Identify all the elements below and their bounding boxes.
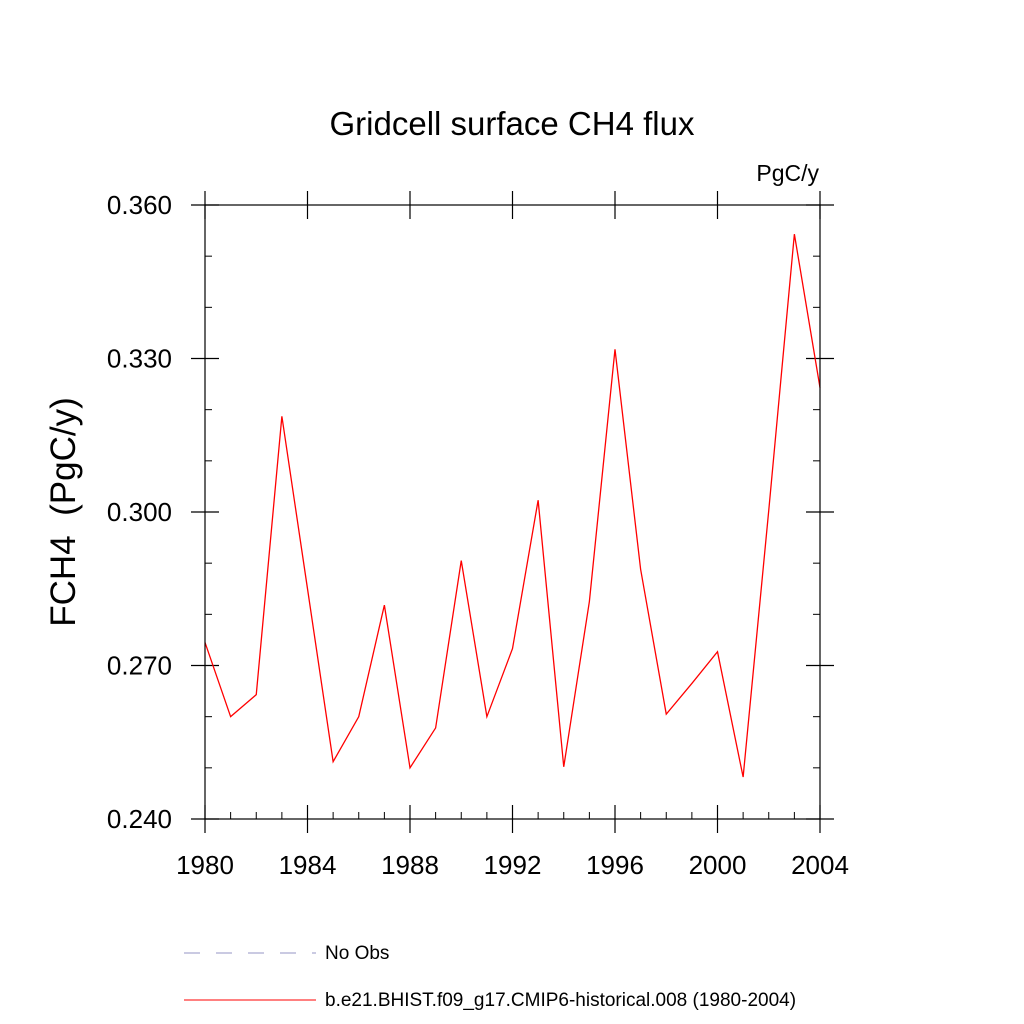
data-point: [512, 648, 514, 650]
data-point: [383, 604, 385, 606]
data-point: [358, 716, 360, 718]
x-tick-label: 1984: [279, 850, 337, 880]
y-tick-label: 0.360: [107, 190, 172, 220]
x-tick-label: 1980: [176, 850, 234, 880]
data-point: [537, 499, 539, 501]
data-point: [281, 415, 283, 417]
legend-label-no-obs: No Obs: [325, 943, 389, 964]
series-layer: [204, 233, 821, 778]
data-point: [409, 767, 411, 769]
axis-tick-labels: 1980 1984 1988 1992 1996 2000 2004 0.240 0.270 0.…: [107, 190, 849, 880]
y-tick-label: 0.330: [107, 344, 172, 374]
data-point: [460, 560, 462, 562]
data-point: [717, 651, 719, 653]
data-point: [307, 588, 309, 590]
plot-frame: [204, 204, 821, 820]
axis-ticks: [191, 191, 834, 833]
data-point: [255, 694, 257, 696]
chart-title: Gridcell surface CH4 flux: [330, 105, 695, 142]
y-tick-label: 0.240: [107, 804, 172, 834]
data-point: [230, 716, 232, 718]
data-point: [768, 509, 770, 511]
legend: No Obs b.e21.BHIST.f09_g17.CMIP6-histori…: [184, 943, 796, 1011]
x-tick-label: 2000: [689, 850, 747, 880]
data-point: [332, 761, 334, 763]
data-point: [435, 727, 437, 729]
data-point: [640, 568, 642, 570]
x-tick-label: 1996: [586, 850, 644, 880]
data-point: [793, 233, 795, 235]
x-tick-label: 1992: [484, 850, 542, 880]
data-point: [691, 682, 693, 684]
data-point: [614, 348, 616, 350]
units-label: PgC/y: [756, 160, 819, 186]
data-point: [486, 716, 488, 718]
data-point: [665, 713, 667, 715]
legend-label-model-run: b.e21.BHIST.f09_g17.CMIP6-historical.008…: [325, 990, 796, 1011]
data-point: [563, 766, 565, 768]
data-point: [588, 601, 590, 603]
series-line: [204, 234, 821, 778]
y-tick-label: 0.300: [107, 497, 172, 527]
x-tick-label: 1988: [381, 850, 439, 880]
x-tick-label: 2004: [791, 850, 849, 880]
y-tick-label: 0.270: [107, 651, 172, 681]
y-axis-label: FCH4 (PgC/y): [44, 397, 83, 626]
data-point: [742, 776, 744, 778]
